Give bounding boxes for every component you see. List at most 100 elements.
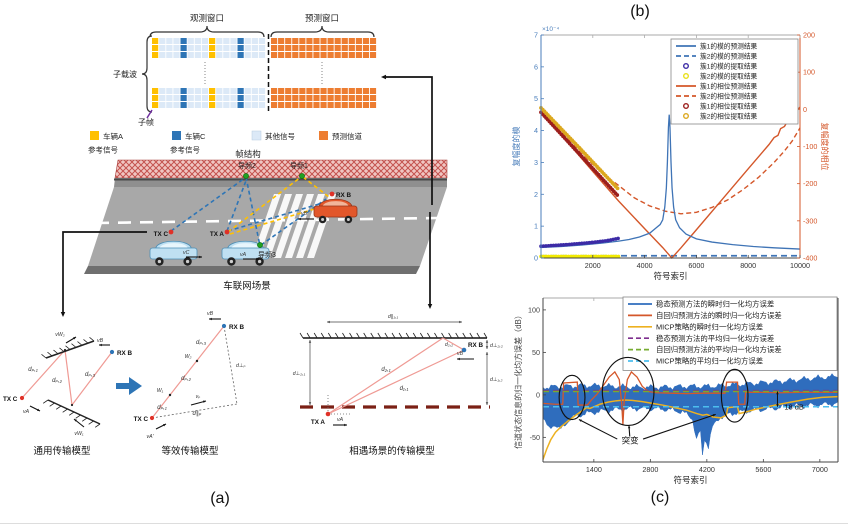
reflection-point bbox=[63, 348, 67, 352]
tx-c-label: TX C bbox=[154, 231, 169, 238]
legend-label: 预测信道 bbox=[332, 131, 362, 141]
svg-text:4: 4 bbox=[534, 126, 538, 135]
legend-item: 簇2的模的预测结果 bbox=[676, 52, 758, 61]
legend-swatch-pred bbox=[319, 131, 328, 140]
chart-c-nmse: 1400 2800 4200 5600 7000 -50 0 50 100 符号索引 信道状态信息的… bbox=[513, 296, 839, 485]
series-mod2-extract bbox=[539, 254, 621, 259]
d2-label: dₚ,₂ bbox=[52, 378, 63, 384]
series-mod1-pred bbox=[540, 114, 801, 250]
legend-item: 自回归预测方法的平均归一化均方误差 bbox=[628, 345, 782, 354]
w1-point bbox=[168, 393, 172, 397]
legend-item: 自回归预测方法的瞬时归一化均方误差 bbox=[628, 311, 782, 320]
vp-label: vₚ bbox=[196, 394, 202, 400]
svg-text:簇2的模的提取结果: 簇2的模的提取结果 bbox=[700, 72, 758, 81]
svg-text:簇2的相位预测结果: 簇2的相位预测结果 bbox=[700, 92, 758, 101]
d-par-label: d∥ₚ bbox=[193, 410, 202, 417]
tx-c-antenna bbox=[168, 229, 174, 235]
resource-grid bbox=[152, 38, 377, 108]
d-perp22-label: d⊥₂,₂ bbox=[490, 343, 503, 349]
svg-text:6: 6 bbox=[534, 62, 538, 71]
subframe-label: 子帧 bbox=[138, 117, 154, 127]
w1-label: W₁ bbox=[157, 388, 164, 394]
svg-text:簇1的模的提取结果: 簇1的模的提取结果 bbox=[700, 62, 758, 71]
vw2-label: vW₂ bbox=[55, 332, 64, 338]
chart-b-amplitude-phase: 2000 4000 6000 8000 1000001234567-400-300-20… bbox=[511, 26, 830, 281]
svg-text:100: 100 bbox=[803, 68, 815, 77]
wall bbox=[114, 159, 448, 179]
svg-text:簇1的相位提取结果: 簇1的相位提取结果 bbox=[700, 102, 758, 111]
pred-window-brace bbox=[270, 25, 375, 38]
vw1-label: vW₁ bbox=[74, 431, 83, 437]
tx-c-node bbox=[149, 415, 155, 421]
legend-swatch-other bbox=[251, 130, 262, 141]
svg-text:6000: 6000 bbox=[688, 261, 704, 270]
legend-label: 车辆A bbox=[103, 131, 123, 141]
svg-text:1: 1 bbox=[534, 222, 538, 231]
rx-b-node bbox=[109, 349, 115, 355]
tx-a-node bbox=[325, 411, 331, 417]
svg-text:0: 0 bbox=[534, 254, 538, 263]
svg-text:0: 0 bbox=[803, 105, 807, 114]
rx-label: RX B bbox=[468, 342, 483, 349]
d11-label: d₁,₁ bbox=[400, 386, 409, 392]
vb-label: vB bbox=[97, 338, 104, 344]
model-encounter-caption: 相遇场景的传输模型 bbox=[349, 445, 435, 457]
pilot3-label: 导频3 bbox=[258, 250, 276, 259]
legend-label: 其他信号 bbox=[265, 131, 295, 141]
model-encounter-transmission: TX A RX B d₁,₁ d₂,₁ d₂,₂ d∥₁,₁ d⊥₂,₁ d⊥₂… bbox=[293, 314, 503, 457]
v-c-label: vC bbox=[183, 250, 190, 256]
legend-item: 簇1的模的提取结果 bbox=[683, 62, 758, 71]
legend-item: 稳态预测方法的瞬时归一化均方误差 bbox=[628, 300, 774, 309]
tx-c-node bbox=[19, 395, 25, 401]
svg-text:8000: 8000 bbox=[740, 261, 756, 270]
svg-text:18 dB: 18 dB bbox=[784, 402, 804, 411]
v-a-label: vA bbox=[240, 252, 247, 258]
svg-text:1400: 1400 bbox=[586, 465, 602, 474]
tx-label: TX C bbox=[3, 396, 18, 403]
svg-text:复幅度的模: 复幅度的模 bbox=[511, 127, 521, 167]
subframe-tick bbox=[146, 109, 153, 119]
svg-text:稳态预测方法的平均归一化均方误差: 稳态预测方法的平均归一化均方误差 bbox=[656, 334, 774, 343]
va-label: vA′ bbox=[146, 434, 154, 440]
frame-legend: 车辆A 参考信号 车辆C 参考信号 其他信号 预测信道 bbox=[88, 130, 362, 155]
d3-label: dₚ,₃ bbox=[85, 372, 96, 378]
pred-window-label: 预测窗口 bbox=[305, 13, 339, 23]
d-par11-label: d∥₁,₁ bbox=[388, 314, 399, 320]
svg-text:簇1的模的预测结果: 簇1的模的预测结果 bbox=[700, 42, 758, 51]
va-label: vA bbox=[23, 409, 30, 415]
vb-label: vB bbox=[457, 351, 464, 357]
svg-text:符号索引: 符号索引 bbox=[653, 271, 687, 281]
tx-label: TX A bbox=[311, 419, 326, 426]
svg-text:稳态预测方法的瞬时归一化均方误差: 稳态预测方法的瞬时归一化均方误差 bbox=[656, 300, 774, 309]
svg-text:符号索引: 符号索引 bbox=[673, 475, 707, 485]
svg-text:×10⁻⁴: ×10⁻⁴ bbox=[542, 26, 559, 33]
pilot3-dot bbox=[257, 242, 263, 248]
mutation-ellipse bbox=[720, 368, 749, 423]
rx-b-label: RX B bbox=[336, 192, 351, 199]
vb-label: vB bbox=[207, 311, 214, 317]
svg-text:信道状态信息的归一化均方误差（dB）: 信道状态信息的归一化均方误差（dB） bbox=[513, 311, 523, 449]
d3-label: dₚ,₃ bbox=[196, 340, 207, 346]
svg-text:5600: 5600 bbox=[755, 465, 771, 474]
panel-c-title: (c) bbox=[650, 489, 670, 506]
reflection-point bbox=[70, 403, 74, 407]
svg-text:4200: 4200 bbox=[699, 465, 715, 474]
model-general-caption: 通用传输模型 bbox=[33, 445, 91, 457]
pilot2-label: 导频2 bbox=[238, 161, 256, 170]
svg-text:复幅度的相位: 复幅度的相位 bbox=[820, 123, 830, 171]
panel-b-title: (b) bbox=[630, 3, 650, 20]
svg-text:7: 7 bbox=[534, 31, 538, 40]
svg-text:10000: 10000 bbox=[790, 261, 810, 270]
svg-text:7000: 7000 bbox=[812, 465, 828, 474]
legend-item: MICP策略的瞬时归一化均方误差 bbox=[628, 322, 763, 331]
svg-text:簇1的相位预测结果: 簇1的相位预测结果 bbox=[700, 82, 758, 91]
road-caption: 车联网场景 bbox=[223, 280, 271, 292]
svg-text:-200: -200 bbox=[803, 179, 817, 188]
connectors-and-arrows bbox=[29, 74, 489, 430]
vehicles bbox=[149, 198, 358, 266]
legend-item: 稳态预测方法的平均归一化均方误差 bbox=[628, 334, 774, 343]
svg-text:簇2的模的预测结果: 簇2的模的预测结果 bbox=[700, 52, 758, 61]
pilot1-label: 导频1 bbox=[290, 161, 308, 170]
mutation-ellipse bbox=[601, 356, 655, 427]
